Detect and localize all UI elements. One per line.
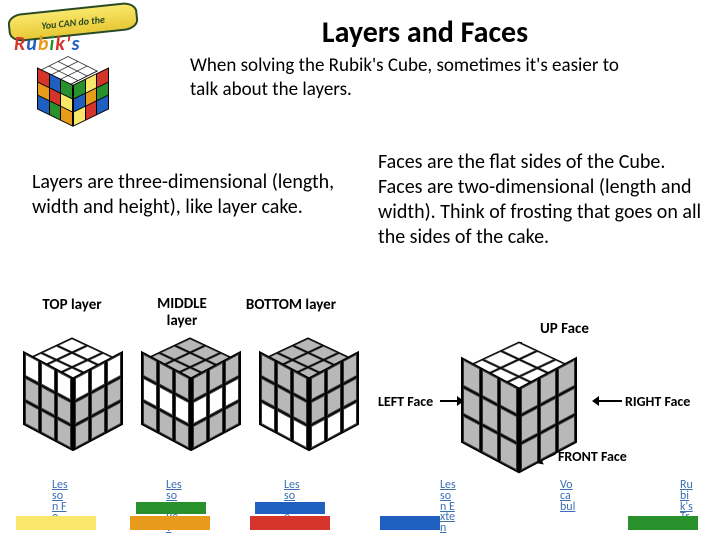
fragment-bar-red xyxy=(250,516,330,530)
fragment-bar-blue2 xyxy=(255,502,325,514)
fragment-link-1[interactable]: Lesson Fo xyxy=(52,480,68,540)
layer-label-top: TOP layer xyxy=(32,296,112,314)
fragment-bar-green xyxy=(628,516,698,530)
faces-description: Faces are the flat sides of the Cube. Fa… xyxy=(378,150,708,250)
fragment-link-5[interactable]: Vocabul xyxy=(560,480,576,540)
logo-brand-text: Rubik's xyxy=(14,32,80,56)
fragment-bar-orange xyxy=(130,516,210,530)
cube-bottom-layer xyxy=(254,340,364,480)
logo-cube-icon xyxy=(38,58,98,118)
fragment-bar-blue xyxy=(380,516,440,530)
face-label-up: UP Face xyxy=(540,320,589,338)
cube-top-layer xyxy=(18,340,128,480)
cube-middle-layer xyxy=(136,340,246,480)
page-subtitle: When solving the Rubik's Cube, sometimes… xyxy=(190,54,640,102)
layer-label-middle: MIDDLE layer xyxy=(147,296,217,329)
layers-description: Layers are three-dimensional (length, wi… xyxy=(32,170,352,220)
face-label-right: RIGHT Face xyxy=(625,393,690,410)
layer-label-bottom: BOTTOM layer xyxy=(236,296,346,314)
face-label-left: LEFT Face xyxy=(378,393,433,410)
fragment-bar-green2 xyxy=(136,502,206,514)
faces-cube xyxy=(455,344,585,494)
page-title: Layers and Faces xyxy=(150,14,700,51)
fragment-bar-yellow xyxy=(16,516,96,530)
fragment-link-4[interactable]: Lesson Exten xyxy=(440,480,456,540)
fragment-link-6[interactable]: Rubik's Tr xyxy=(680,480,696,540)
rubiks-logo: You CAN do the Rubik's xyxy=(8,8,138,118)
arrow-right-face xyxy=(598,400,622,402)
